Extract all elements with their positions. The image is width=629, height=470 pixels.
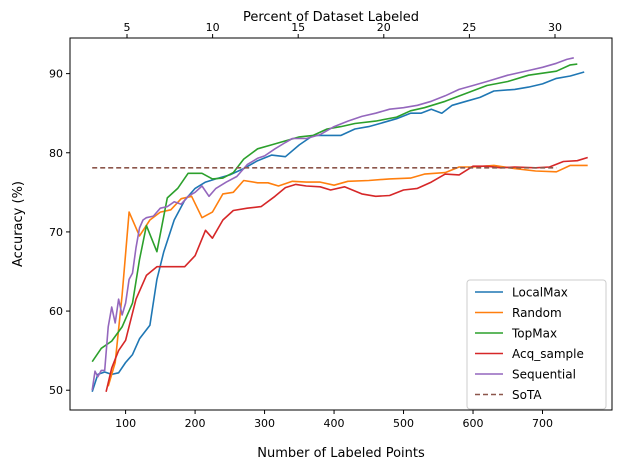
top-x-axis: 5 10 15 20 25 30: [124, 21, 562, 38]
plot-frame: [69, 37, 613, 411]
y-axis-label: Accuracy (%): [11, 181, 26, 267]
y-tick-label: 70: [49, 226, 63, 239]
x-tick-label: 400: [324, 417, 345, 430]
series-line-localmax: [91, 71, 585, 393]
x-tick-label: 600: [463, 417, 484, 430]
top-tick-label: 15: [291, 21, 305, 34]
top-tick-label: 25: [462, 21, 476, 34]
x-tick-label: 700: [532, 417, 553, 430]
top-tick-label: 5: [124, 21, 131, 34]
legend-label: TopMax: [511, 327, 557, 341]
top-axis-label: Percent of Dataset Labeled: [243, 10, 419, 25]
legend-label: Random: [512, 306, 562, 320]
top-tick-label: 20: [377, 21, 391, 34]
x-tick-label: 200: [185, 417, 206, 430]
series-line-sequential: [91, 57, 574, 391]
x-axis: 100 200 300 400 500 600 700: [115, 410, 553, 430]
legend-label: Acq_sample: [512, 347, 584, 361]
x-axis-label: Number of Labeled Points: [257, 446, 425, 461]
series-line-topmax: [91, 63, 578, 363]
x-tick-label: 500: [393, 417, 414, 430]
y-tick-label: 90: [49, 68, 63, 81]
top-tick-label: 10: [206, 21, 220, 34]
y-axis: 50 60 70 80 90: [49, 68, 70, 397]
series-layer: [91, 57, 588, 393]
y-tick-label: 60: [49, 305, 63, 318]
top-tick-label: 30: [548, 21, 562, 34]
x-tick-label: 100: [115, 417, 136, 430]
x-tick-label: 300: [254, 417, 275, 430]
legend: LocalMax Random TopMax Acq_sample Sequential…: [466, 279, 607, 410]
legend-label: LocalMax: [512, 286, 568, 300]
legend-label: SoTA: [512, 388, 542, 402]
y-tick-label: 50: [49, 384, 63, 397]
y-tick-label: 80: [49, 147, 63, 160]
legend-label: Sequential: [512, 368, 576, 382]
